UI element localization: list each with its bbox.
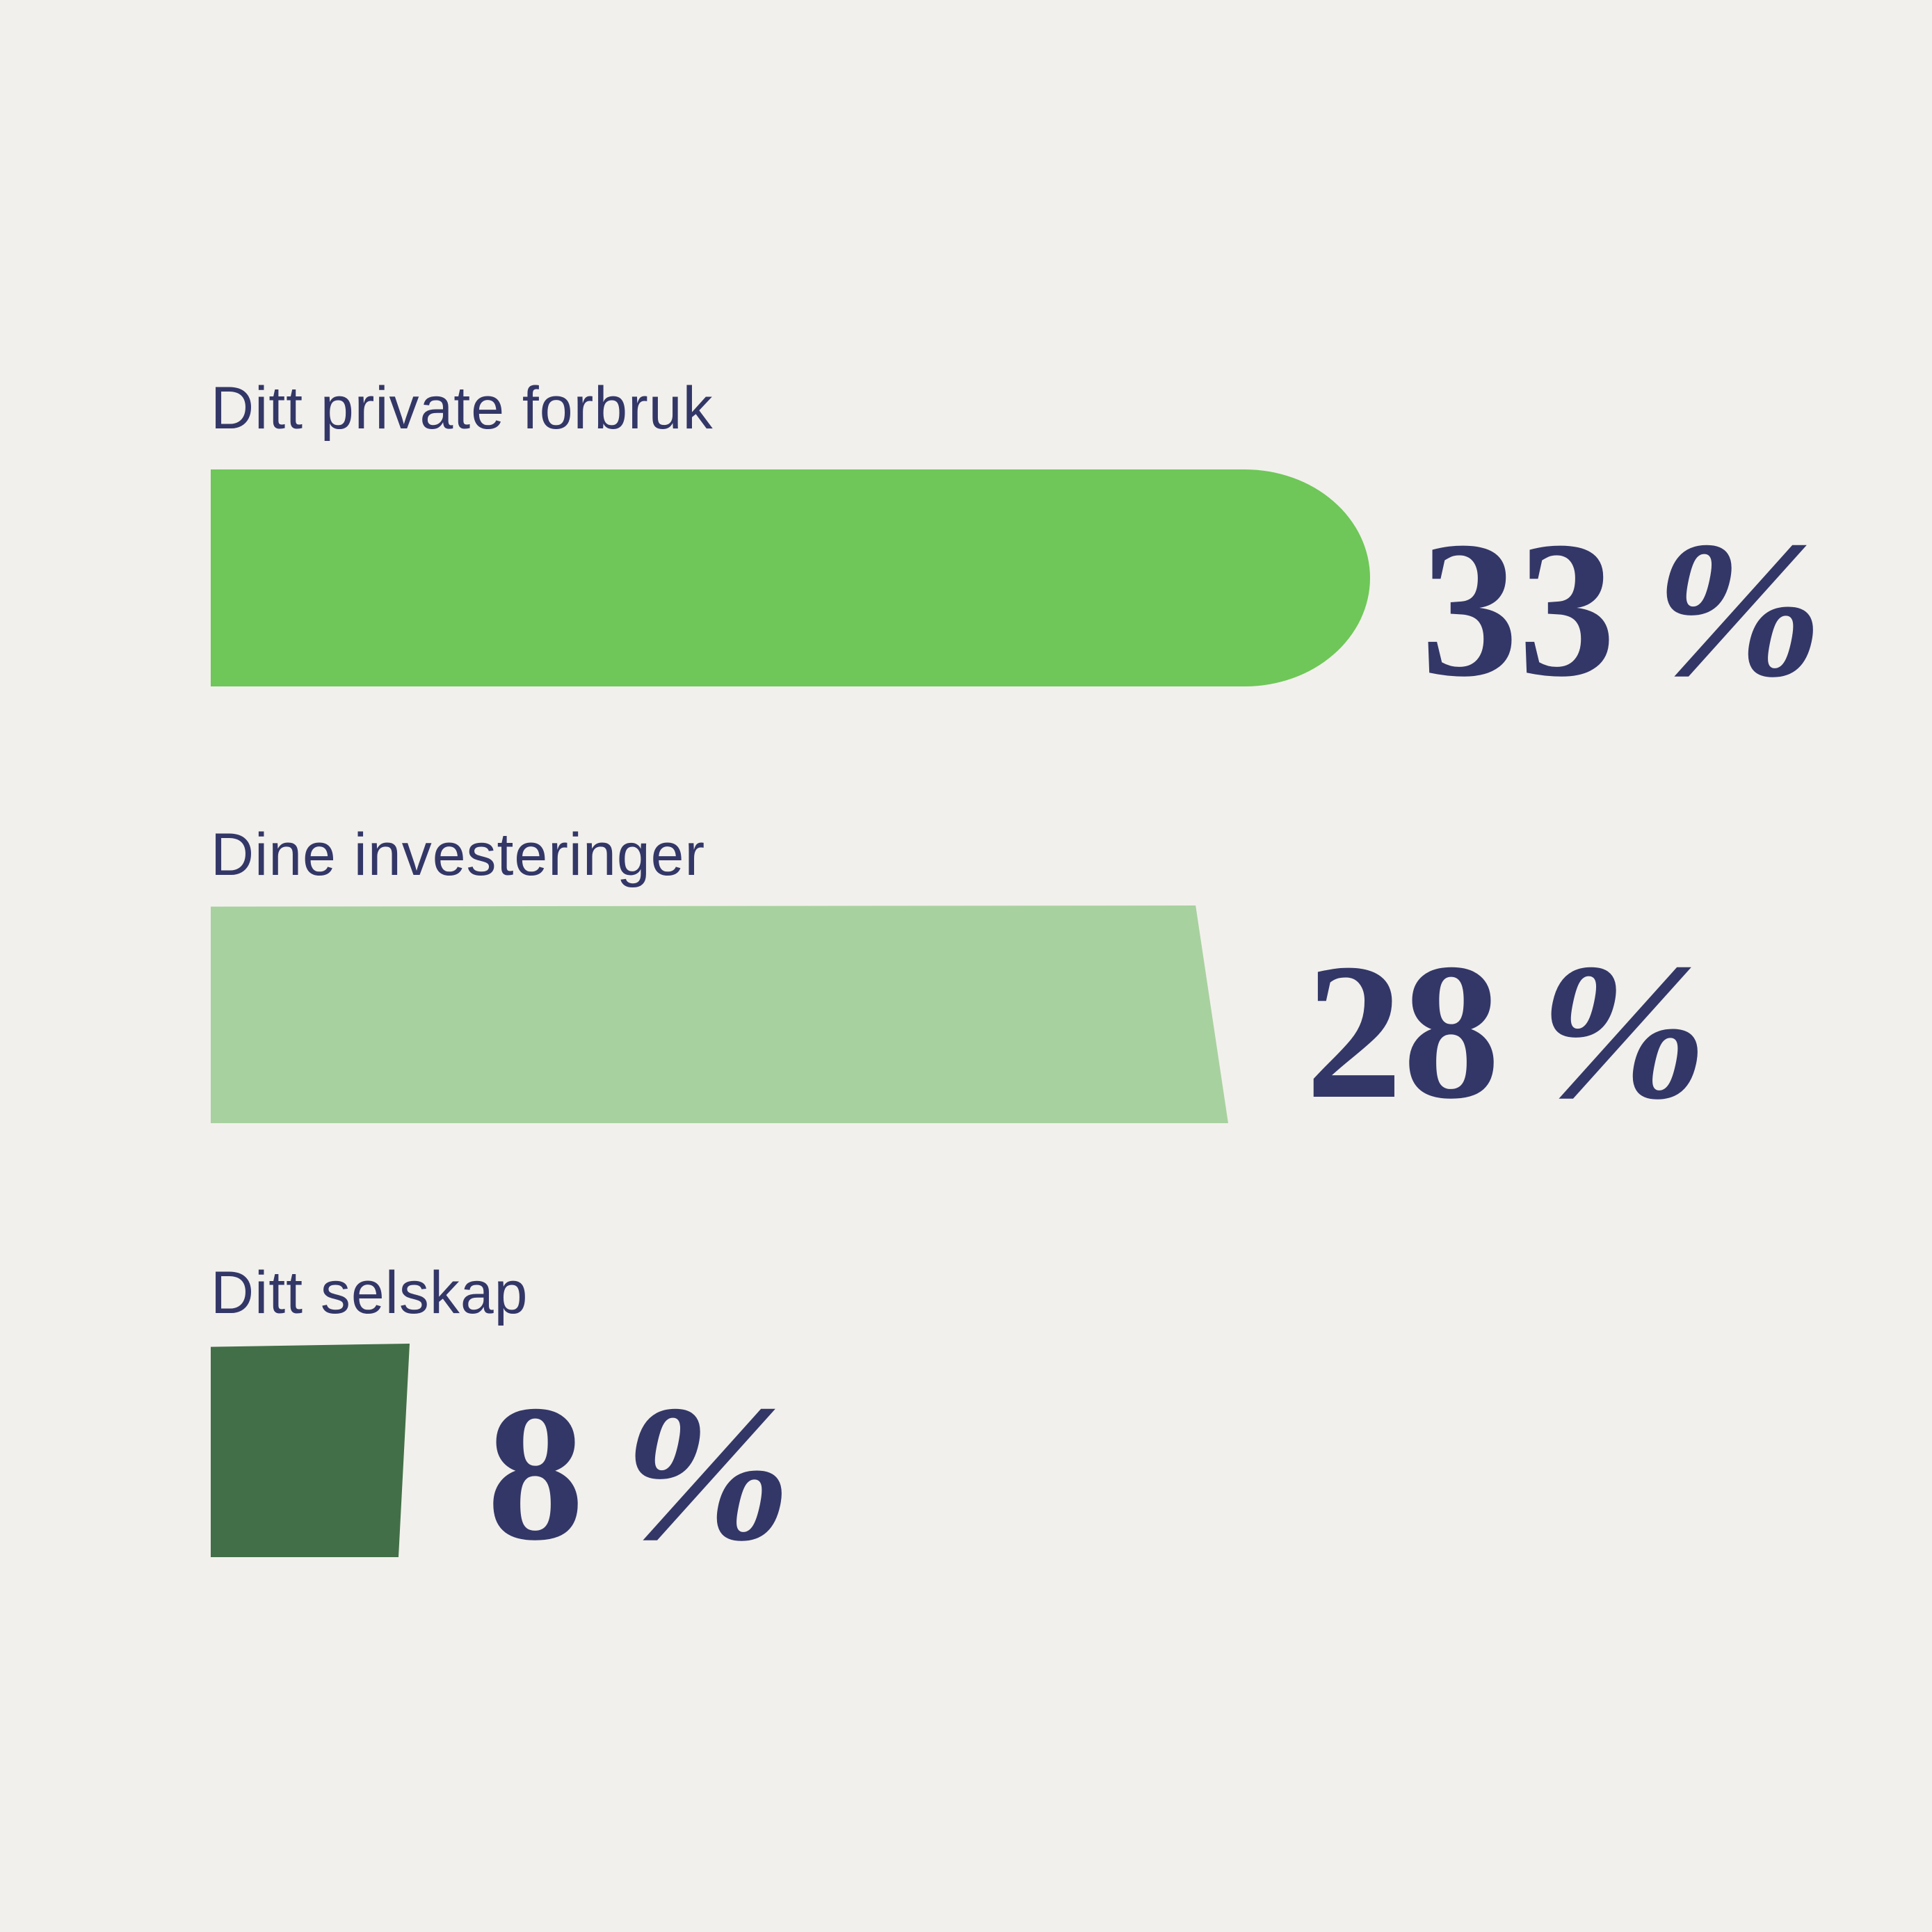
bar-value-number: 33 [1421, 501, 1616, 717]
bar-value-number: 8 [487, 1365, 584, 1581]
bar-label-ditt-selskap: Ditt selskap [211, 1259, 529, 1326]
bar-dine-investeringer [211, 905, 1228, 1123]
bar-label-ditt-private-forbruk: Ditt private forbruk [211, 375, 714, 442]
percent-sign: % [588, 1365, 829, 1581]
bar-value-28-percent: 28% [1305, 923, 1744, 1139]
percent-sign: % [1619, 501, 1860, 717]
bar-ditt-private-forbruk [211, 469, 1370, 686]
bar-value-8-percent: 8% [487, 1365, 828, 1581]
bar-label-dine-investeringer: Dine investeringer [211, 821, 706, 888]
percent-sign: % [1504, 923, 1745, 1139]
bar-value-33-percent: 33% [1421, 501, 1860, 717]
bar-ditt-selskap [211, 1344, 410, 1557]
bar-value-number: 28 [1305, 923, 1500, 1139]
